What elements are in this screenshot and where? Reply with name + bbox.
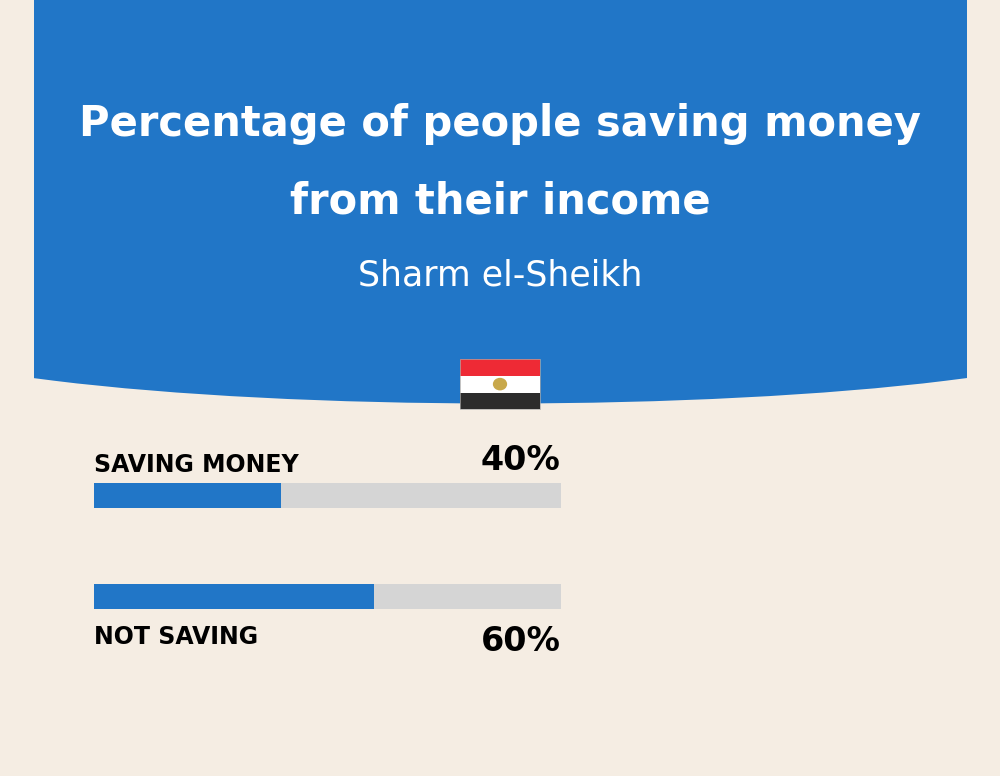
Ellipse shape xyxy=(493,378,507,390)
Text: NOT SAVING: NOT SAVING xyxy=(94,625,258,649)
Text: Percentage of people saving money: Percentage of people saving money xyxy=(79,103,921,145)
Text: Sharm el-Sheikh: Sharm el-Sheikh xyxy=(358,258,642,293)
Bar xyxy=(460,393,540,410)
Text: from their income: from their income xyxy=(290,181,710,223)
Text: SAVING MONEY: SAVING MONEY xyxy=(94,453,299,477)
Bar xyxy=(460,376,540,393)
Bar xyxy=(94,483,561,508)
Bar xyxy=(94,584,561,609)
Text: 60%: 60% xyxy=(481,625,561,658)
Bar xyxy=(460,359,540,410)
Bar xyxy=(460,359,540,376)
Ellipse shape xyxy=(0,248,1000,404)
Bar xyxy=(94,483,281,508)
Text: 40%: 40% xyxy=(481,444,561,477)
Bar xyxy=(34,0,966,326)
Bar xyxy=(94,584,374,609)
